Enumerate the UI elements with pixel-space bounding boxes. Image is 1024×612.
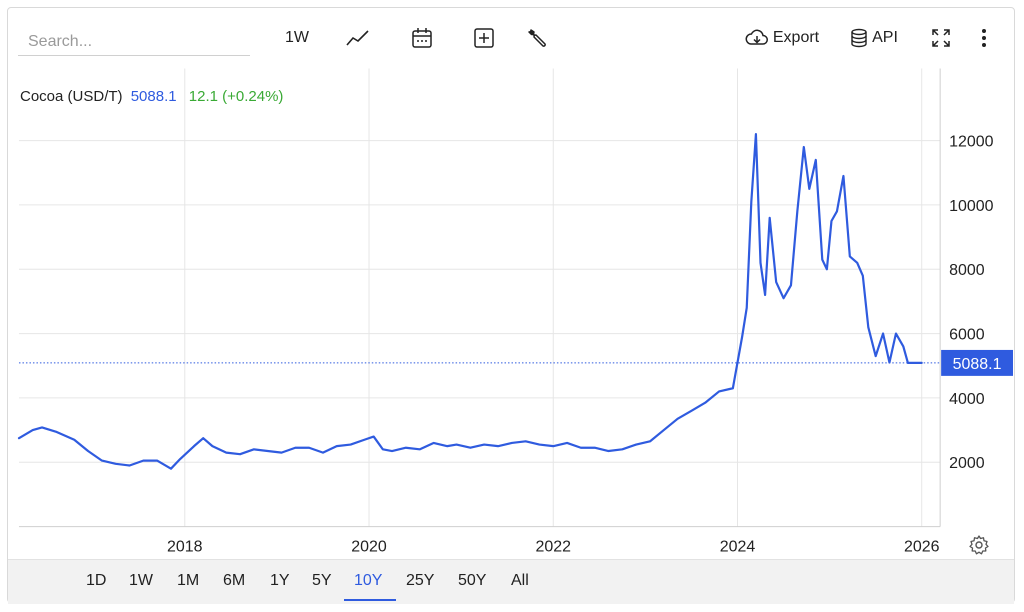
x-tick-label: 2026: [904, 539, 940, 556]
gear-icon[interactable]: [968, 534, 990, 556]
y-tick-label: 4000: [949, 391, 985, 408]
active-range-indicator: [344, 599, 396, 601]
y-tick-label: 2000: [949, 455, 985, 472]
chart-toolbar: 1W: [8, 8, 1014, 68]
price-series-line: [17, 133, 923, 470]
y-tick-label: 8000: [949, 262, 985, 279]
y-tick-label: 10000: [949, 198, 993, 215]
x-tick-label: 2024: [720, 539, 756, 556]
date-range-button[interactable]: [408, 24, 436, 52]
range-1m[interactable]: 1M: [177, 572, 200, 589]
export-button[interactable]: Export: [738, 24, 826, 52]
last-price-label: 5088.1: [953, 356, 1002, 373]
wrench-icon: [528, 29, 546, 47]
legend-change: 12.1 (+0.24%): [188, 88, 284, 105]
settings-tools-button[interactable]: [524, 24, 552, 52]
plus-box-icon: [474, 28, 494, 48]
interval-label: 1W: [285, 29, 309, 46]
search-input[interactable]: [18, 28, 250, 56]
x-tick-label: 2018: [167, 539, 203, 556]
fullscreen-icon: [932, 29, 950, 47]
more-vertical-icon: [982, 29, 986, 47]
y-tick-label: 6000: [949, 327, 985, 344]
export-label: Export: [772, 29, 820, 46]
range-1d[interactable]: 1D: [86, 572, 107, 589]
fullscreen-button[interactable]: [928, 24, 954, 52]
range-1y[interactable]: 1Y: [270, 572, 290, 589]
range-6m[interactable]: 6M: [223, 572, 246, 589]
range-5y[interactable]: 5Y: [312, 572, 332, 589]
legend-series-name: Cocoa (USD/T): [20, 88, 123, 105]
api-button[interactable]: API: [846, 24, 902, 52]
range-50y[interactable]: 50Y: [458, 572, 487, 589]
chart-type-button[interactable]: [344, 24, 372, 52]
range-selector-bar: 1D 1W 1M 6M 1Y 5Y 10Y 25Y 50Y All: [8, 559, 1014, 604]
calendar-icon: [412, 28, 432, 48]
x-tick-label: 2020: [351, 539, 387, 556]
range-25y[interactable]: 25Y: [406, 572, 435, 589]
more-options-button[interactable]: [972, 24, 996, 52]
x-tick-label: 2022: [536, 539, 572, 556]
line-chart-icon: [346, 30, 369, 46]
price-chart[interactable]: 2000 4000 6000 8000 10000 12000 2018 2020 2022 20…: [8, 68, 1014, 558]
last-price-badge: [941, 349, 1014, 376]
cloud-download-icon: [745, 29, 768, 45]
range-10y[interactable]: 10Y: [354, 572, 383, 589]
api-label: API: [872, 29, 898, 46]
interval-button[interactable]: 1W: [280, 24, 314, 52]
y-tick-label: 12000: [949, 134, 993, 151]
chart-legend: Cocoa (USD/T) 5088.1 12.1 (+0.24%): [20, 88, 283, 105]
legend-price: 5088.1: [130, 88, 177, 105]
database-icon: [851, 28, 867, 48]
range-1w[interactable]: 1W: [129, 572, 153, 589]
chart-widget: 1W: [7, 7, 1015, 604]
add-comparison-button[interactable]: [470, 24, 498, 52]
range-all[interactable]: All: [511, 572, 529, 589]
